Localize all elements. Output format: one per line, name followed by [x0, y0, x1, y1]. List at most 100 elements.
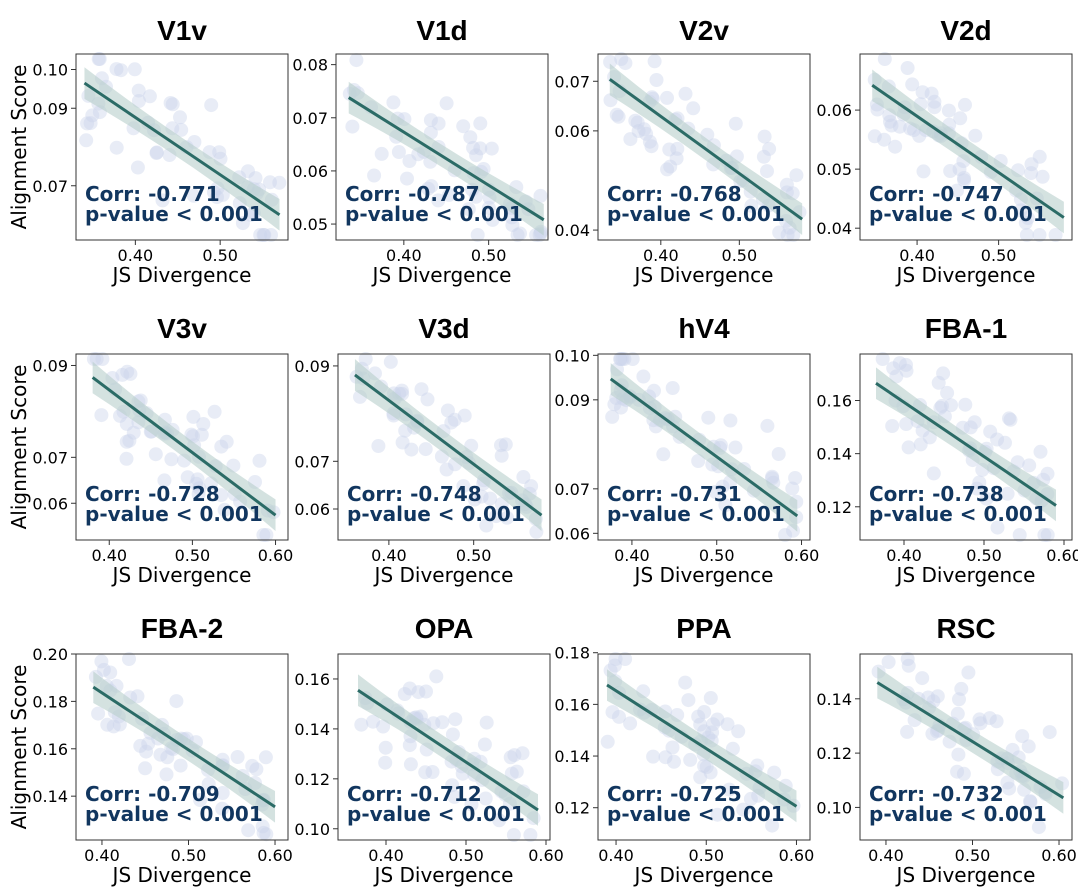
p-value-label: p-value < 0.001 [85, 202, 263, 226]
x-tick-label: 0.50 [981, 246, 1017, 265]
data-point [173, 110, 187, 125]
x-tick-label: 0.50 [955, 846, 991, 865]
regression-line [347, 96, 545, 222]
data-point [1024, 157, 1039, 172]
data-point [1048, 228, 1063, 242]
data-point [765, 469, 780, 484]
data-point [194, 427, 209, 442]
data-point [924, 86, 939, 101]
y-tick-label: 0.06 [554, 524, 590, 543]
y-tick-label: 0.10 [554, 346, 590, 365]
subplot-title: OPA [415, 613, 474, 644]
axes-frame [597, 53, 811, 241]
data-point [678, 86, 693, 101]
subplot-title: FBA-1 [925, 313, 1007, 344]
subplot-ppa: PPA 0.40 0.50 0.60 0.12 0.14 0.16 0.18 Corr: -0.… [554, 613, 814, 887]
data-point [445, 727, 460, 742]
data-point [1018, 215, 1033, 230]
data-point [258, 750, 273, 765]
data-point [935, 398, 949, 413]
data-point [941, 103, 956, 118]
data-point [889, 369, 904, 384]
y-tick-label: 0.16 [554, 695, 590, 714]
subplot-fba-2: FBA-2 0.40 0.50 0.60 0.14 0.16 0.18 0.20 Corr: -… [7, 613, 293, 887]
data-point [164, 452, 179, 467]
data-point [461, 202, 476, 217]
data-point [245, 758, 260, 773]
data-point [397, 687, 412, 701]
y-axis-label: Alignment Score [7, 365, 31, 530]
data-point [607, 397, 622, 412]
x-tick-label: 0.50 [202, 246, 238, 265]
y-tick-label: 0.07 [554, 72, 590, 91]
data-point [765, 818, 780, 833]
data-point [644, 139, 659, 154]
data-point [403, 757, 418, 772]
data-point [114, 63, 128, 78]
data-point [933, 400, 948, 415]
data-point [383, 354, 398, 369]
subplot-v1d: V1d 0.40 0.50 0.05 0.06 0.07 0.08 Corr: -0.787p… [292, 15, 549, 287]
data-point [149, 145, 164, 160]
data-point [728, 116, 743, 131]
y-tick-label: 0.08 [292, 56, 328, 75]
x-tick-label: 0.50 [471, 246, 507, 265]
x-axis-label: JS Divergence [895, 563, 1036, 587]
data-point [888, 139, 903, 154]
data-point [952, 692, 966, 707]
data-point [961, 665, 976, 680]
data-point [431, 193, 446, 208]
data-point [789, 168, 804, 183]
data-point [160, 750, 175, 765]
x-tick-label: 0.50 [171, 846, 207, 865]
data-point [109, 62, 124, 77]
data-point [743, 791, 758, 806]
data-point [899, 357, 913, 372]
data-point [720, 717, 735, 732]
data-point [163, 96, 178, 110]
x-axis-label: JS Divergence [371, 263, 512, 287]
data-point [950, 764, 965, 779]
subplot-v3d: V3d 0.40 0.50 0.06 0.07 0.09 Corr: -0.748p-val… [294, 313, 551, 587]
data-point [256, 825, 271, 840]
data-point [767, 765, 782, 780]
y-axis-label: Alignment Score [7, 65, 31, 230]
data-point [264, 228, 278, 242]
data-point [944, 398, 958, 413]
data-point [614, 400, 628, 415]
data-point [778, 528, 793, 542]
data-point [215, 786, 230, 800]
data-point [478, 791, 493, 806]
data-point [722, 782, 737, 797]
p-value-label: p-value < 0.001 [345, 202, 523, 226]
data-point [420, 392, 435, 407]
data-point [958, 397, 973, 412]
data-point [728, 440, 743, 455]
data-point [474, 489, 489, 504]
data-point [1012, 528, 1027, 542]
data-point [957, 173, 972, 188]
data-point [950, 183, 964, 198]
data-point [771, 447, 786, 461]
data-point [80, 116, 95, 131]
data-point [954, 681, 969, 696]
data-point [613, 352, 628, 366]
data-point [703, 691, 718, 705]
data-point [762, 141, 777, 156]
y-tick-label: 0.06 [32, 494, 68, 513]
data-point [756, 149, 771, 164]
data-point [1035, 169, 1050, 184]
data-point [656, 447, 671, 462]
data-point [607, 658, 622, 673]
data-point [757, 129, 772, 144]
data-point [463, 130, 478, 145]
data-point [915, 671, 930, 686]
data-point [603, 55, 618, 69]
p-value-label: p-value < 0.001 [869, 202, 1047, 226]
data-point [665, 381, 680, 395]
x-axis-label: JS Divergence [111, 263, 252, 287]
data-point [423, 113, 438, 128]
subplot-hv4: hV4 0.40 0.50 0.60 0.06 0.07 0.09 0.10 Corr: -0.… [554, 313, 819, 587]
axes-frame [75, 353, 289, 541]
regression-line [609, 377, 799, 518]
